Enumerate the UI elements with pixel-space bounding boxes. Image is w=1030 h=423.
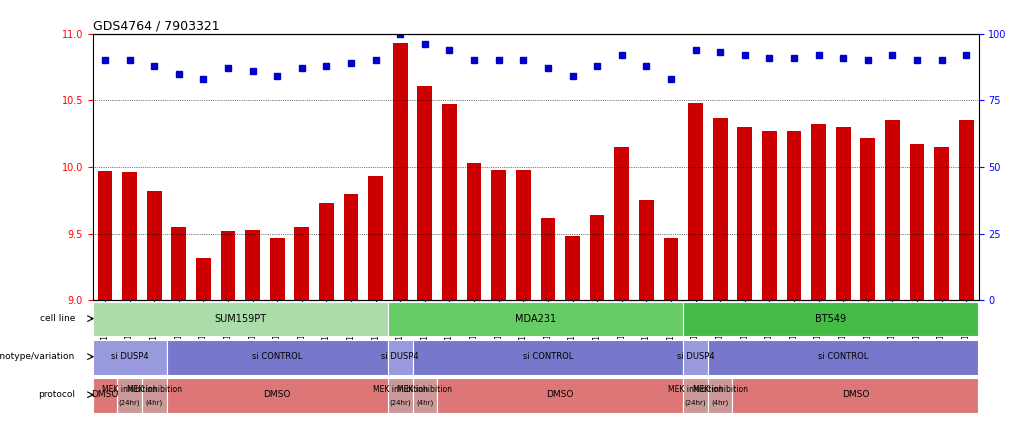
Bar [392,43,408,300]
Text: DMSO: DMSO [264,390,290,399]
FancyBboxPatch shape [437,378,683,412]
Text: DMSO: DMSO [842,390,869,399]
Bar [417,86,433,300]
Text: (4hr): (4hr) [712,400,729,407]
Text: MEK inhibition: MEK inhibition [373,385,427,394]
Text: MEK inhibition: MEK inhibition [692,385,748,394]
Bar [270,238,284,300]
Bar [295,227,309,300]
FancyBboxPatch shape [388,340,413,375]
Bar [98,171,112,300]
FancyBboxPatch shape [413,378,437,412]
Bar [467,163,481,300]
Bar [812,124,826,300]
Bar [196,258,211,300]
Bar [491,170,506,300]
Text: MDA231: MDA231 [515,313,556,324]
Bar [590,215,605,300]
Text: ▪ percentile rank within the sample: ▪ percentile rank within the sample [93,343,268,353]
FancyBboxPatch shape [142,378,167,412]
Text: protocol: protocol [38,390,75,399]
Text: MEK inhibition: MEK inhibition [127,385,181,394]
Text: si DUSP4: si DUSP4 [111,352,148,361]
Bar [369,176,383,300]
Text: ▪ transformed count: ▪ transformed count [93,321,194,332]
FancyBboxPatch shape [388,302,683,337]
Text: (4hr): (4hr) [416,400,434,407]
Bar [541,218,555,300]
FancyBboxPatch shape [683,302,978,337]
Text: si DUSP4: si DUSP4 [677,352,715,361]
Text: BT549: BT549 [816,313,847,324]
Text: GDS4764 / 7903321: GDS4764 / 7903321 [93,20,219,33]
Bar [934,147,949,300]
Text: MEK inhibition: MEK inhibition [102,385,158,394]
Bar [147,191,162,300]
Bar [123,173,137,300]
Text: (24hr): (24hr) [118,400,140,407]
Bar [860,138,876,300]
Bar [737,127,752,300]
Bar [344,194,358,300]
Bar [787,131,801,300]
Bar [319,203,334,300]
FancyBboxPatch shape [708,340,978,375]
Text: si CONTROL: si CONTROL [522,352,573,361]
Text: DMSO: DMSO [92,390,118,399]
Bar [713,118,727,300]
Bar [762,131,777,300]
Text: cell line: cell line [39,314,75,323]
Text: DMSO: DMSO [547,390,574,399]
Bar [639,201,654,300]
Bar [688,103,702,300]
Text: si DUSP4: si DUSP4 [381,352,419,361]
Bar [516,170,530,300]
FancyBboxPatch shape [117,378,142,412]
FancyBboxPatch shape [683,378,708,412]
FancyBboxPatch shape [708,378,732,412]
FancyBboxPatch shape [683,340,708,375]
Bar [171,227,186,300]
Bar [663,238,679,300]
FancyBboxPatch shape [413,340,683,375]
Bar [614,147,629,300]
FancyBboxPatch shape [167,378,388,412]
Text: (24hr): (24hr) [389,400,411,407]
Text: si CONTROL: si CONTROL [818,352,868,361]
FancyBboxPatch shape [93,378,117,412]
FancyBboxPatch shape [732,378,978,412]
Text: MEK inhibition: MEK inhibition [398,385,452,394]
FancyBboxPatch shape [167,340,388,375]
Bar [220,231,236,300]
FancyBboxPatch shape [93,340,167,375]
Text: (24hr): (24hr) [685,400,707,407]
Text: genotype/variation: genotype/variation [0,352,75,361]
Bar [885,121,900,300]
Text: MEK inhibition: MEK inhibition [668,385,723,394]
Bar [835,127,851,300]
FancyBboxPatch shape [388,378,413,412]
Text: si CONTROL: si CONTROL [252,352,303,361]
Text: (4hr): (4hr) [145,400,163,407]
Bar [565,236,580,300]
Bar [959,121,973,300]
Bar [245,230,260,300]
Text: SUM159PT: SUM159PT [214,313,267,324]
Bar [442,104,457,300]
FancyBboxPatch shape [93,302,388,337]
Bar [909,144,924,300]
